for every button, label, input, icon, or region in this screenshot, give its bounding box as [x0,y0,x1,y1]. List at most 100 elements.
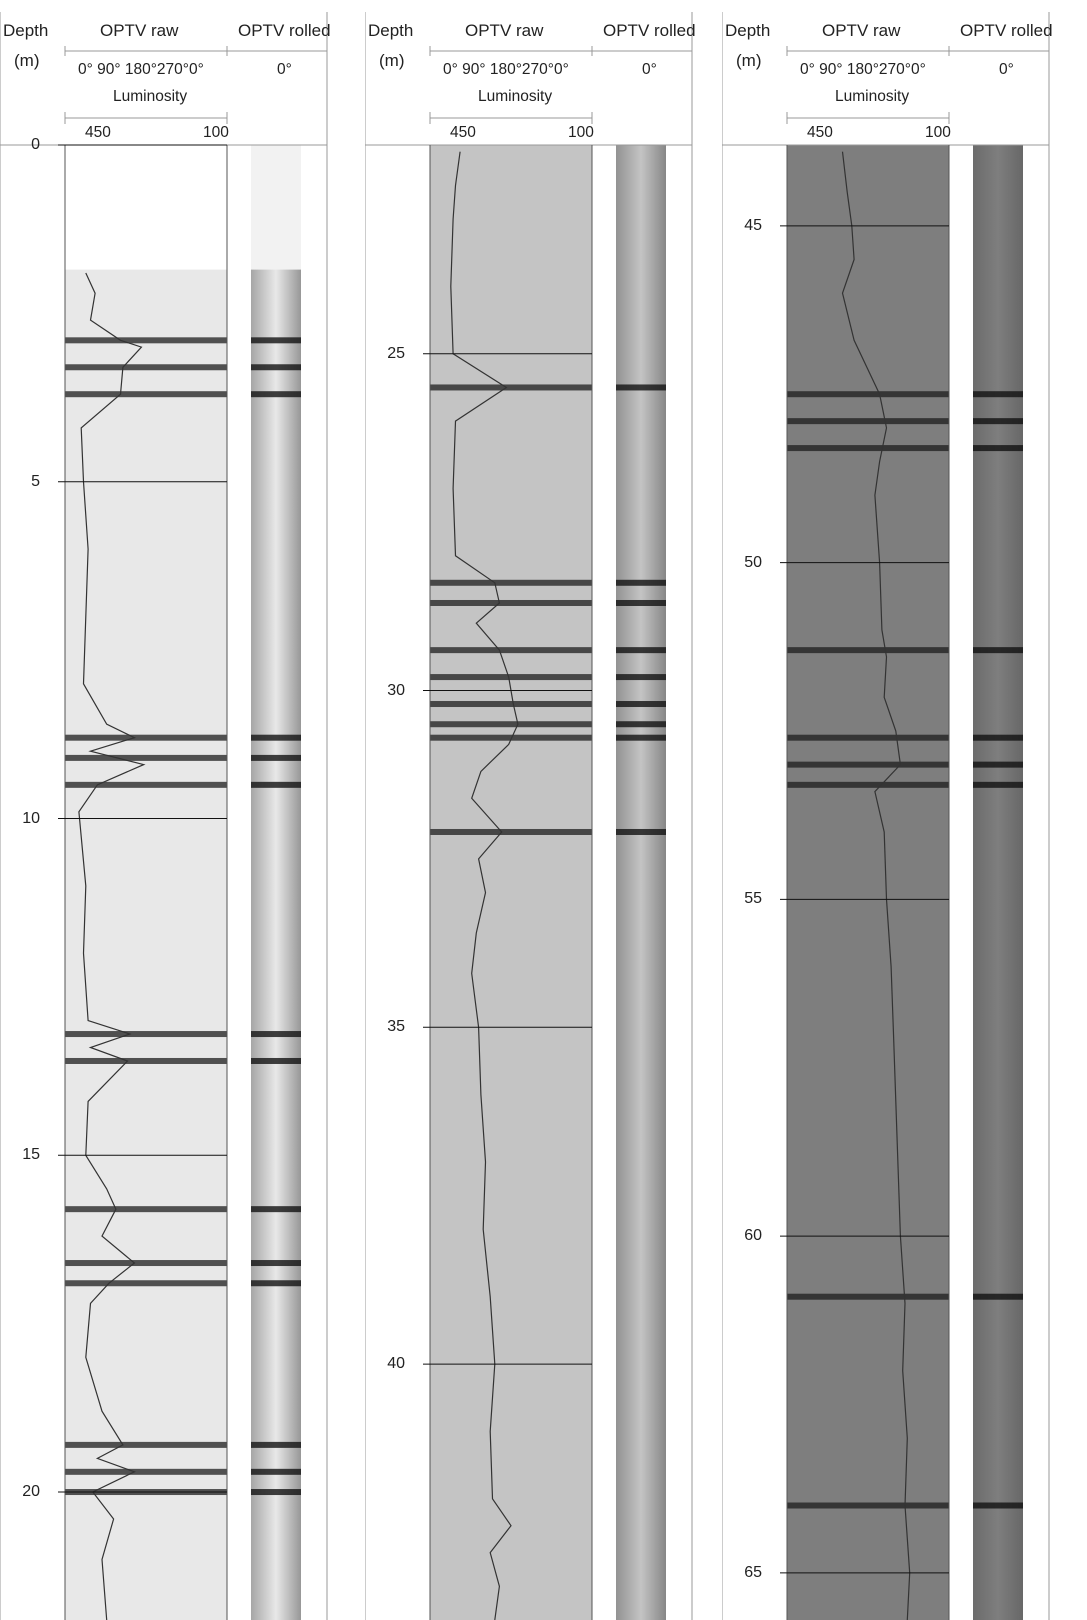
depth-tick-label: 35 [387,1018,405,1036]
rolled-dark-band [616,579,666,586]
depth-tick-label: 60 [744,1227,762,1245]
rolled-dark-band [251,1441,301,1448]
luminosity-min-label: 450 [450,124,476,141]
optv-rolled-header: OPTV rolled [603,21,696,40]
rolled-dark-band [973,418,1023,425]
luminosity-label: Luminosity [113,88,188,105]
rolled-dark-band [616,674,666,681]
rolled-dark-band [616,734,666,741]
luminosity-min-label: 450 [85,124,111,141]
dark-band [787,418,949,425]
rolled-dark-band [973,647,1023,654]
dark-band [430,734,592,741]
dark-band [65,364,227,371]
dark-band [430,828,592,835]
dark-band [65,1057,227,1064]
luminosity-max-label: 100 [203,124,229,141]
luminosity-max-label: 100 [925,124,951,141]
azimuth-scale: 0° 90° 180°270°0° [443,61,569,78]
luminosity-trace [78,272,146,1620]
rolled-dark-band [616,828,666,835]
dark-band [787,445,949,452]
dark-band [430,701,592,708]
luminosity-trace [841,151,911,1620]
depth-tick-label: 20 [22,1483,40,1501]
dark-band [430,599,592,606]
luminosity-label: Luminosity [478,88,553,105]
log-panel-1: Depth (m) OPTV raw OPTV rolled 0° 90° 18… [0,12,356,1620]
optv-rolled-header: OPTV rolled [960,21,1053,40]
optv-raw-header: OPTV raw [465,21,544,40]
dark-band [430,674,592,681]
luminosity-label: Luminosity [835,88,910,105]
dark-band [787,761,949,768]
dark-band [65,781,227,788]
dark-band [65,1031,227,1038]
rolled-dark-band [251,364,301,371]
dark-band [65,391,227,398]
dark-band [787,647,949,654]
rolled-dark-band [251,1260,301,1267]
log-panel-1-graphics [0,12,328,1620]
dark-band [787,734,949,741]
rolled-dark-band [616,701,666,708]
dark-band [65,1468,227,1475]
optv-rolled-image [973,145,1023,1620]
depth-tick-label: 45 [744,216,762,234]
depth-tick-label: 30 [387,681,405,699]
rolled-dark-band [973,1293,1023,1300]
depth-header: Depth [3,21,49,40]
azimuth-scale: 0° 90° 180°270°0° [800,61,926,78]
dark-band [787,1502,949,1509]
rolled-dark-band [973,781,1023,788]
rolled-dark-band [973,445,1023,452]
dark-band [65,734,227,741]
dark-band [65,1260,227,1267]
dark-band [430,384,592,391]
rolled-azimuth: 0° [277,61,292,78]
rolled-dark-band [616,721,666,728]
depth-header: Depth [368,21,414,40]
depth-tick-label: 10 [22,809,40,827]
rolled-dark-band [251,1031,301,1038]
depth-tick-label: 5 [31,472,40,490]
rolled-azimuth: 0° [642,61,657,78]
rolled-dark-band [973,1502,1023,1509]
rolled-dark-band [251,391,301,398]
luminosity-trace [450,151,519,1620]
optv-raw-image [65,269,227,1620]
dark-band [65,1206,227,1213]
dark-band [430,647,592,654]
rolled-dark-band [616,599,666,606]
rolled-dark-band [251,1468,301,1475]
rolled-dark-band [251,1206,301,1213]
log-panel-2-graphics [365,12,693,1620]
rolled-dark-band [973,734,1023,741]
depth-tick-label: 50 [744,553,762,571]
rolled-dark-band [251,734,301,741]
optv-raw-image [787,145,949,1620]
optv-rolled-header: OPTV rolled [238,21,331,40]
luminosity-max-label: 100 [568,124,594,141]
dark-band [787,391,949,398]
optv-raw-image [430,145,592,1620]
rolled-dark-band [251,337,301,344]
luminosity-min-label: 450 [807,124,833,141]
depth-unit: (m) [14,51,40,70]
rolled-dark-band [616,384,666,391]
rolled-dark-band [973,391,1023,398]
rolled-azimuth: 0° [999,61,1014,78]
dark-band [787,781,949,788]
rolled-dark-band [973,761,1023,768]
rolled-dark-band [251,781,301,788]
depth-unit: (m) [379,51,405,70]
rolled-dark-band [251,1057,301,1064]
depth-tick-label: 15 [22,1146,40,1164]
dark-band [65,754,227,761]
log-panel-2: Depth (m) OPTV raw OPTV rolled 0° 90° 18… [365,12,721,1620]
depth-tick-label: 40 [387,1355,405,1373]
depth-unit: (m) [736,51,762,70]
depth-tick-label: 65 [744,1563,762,1581]
azimuth-scale: 0° 90° 180°270°0° [78,61,204,78]
dark-band [430,579,592,586]
